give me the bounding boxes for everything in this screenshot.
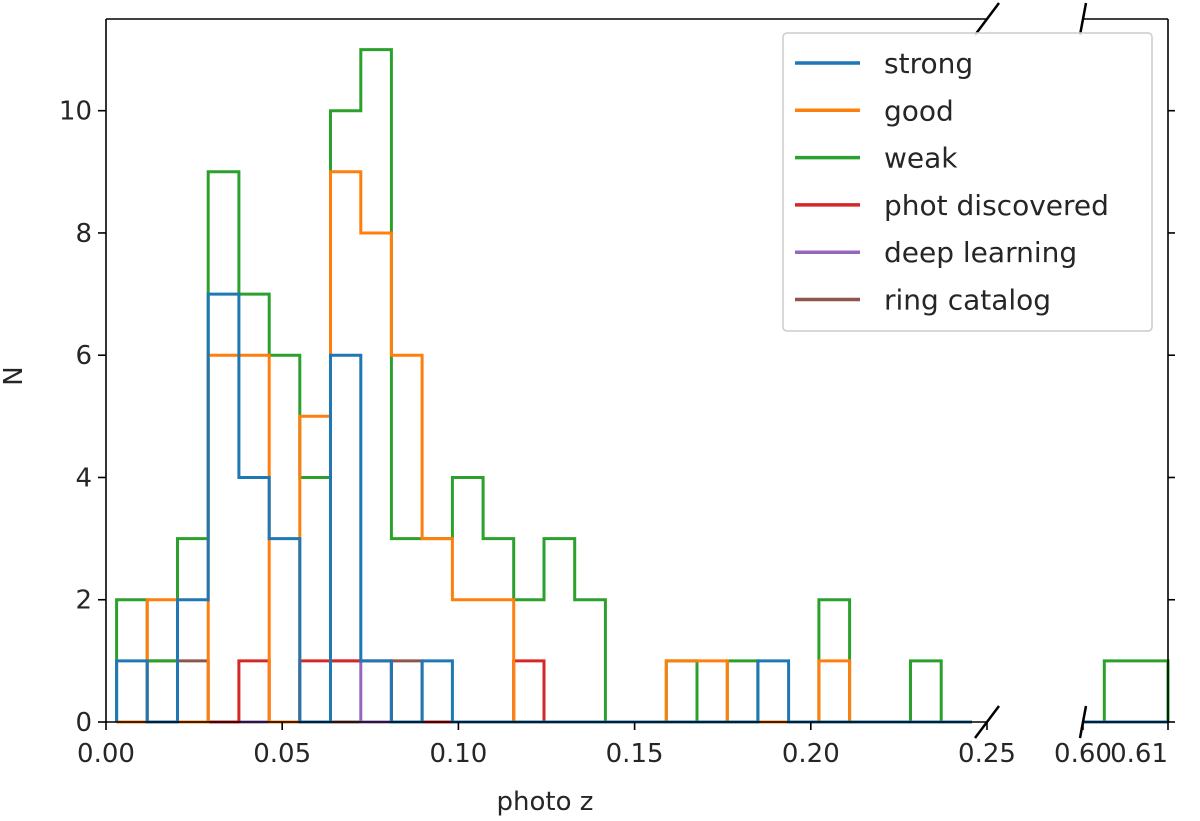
legend-label-phot-discovered: phot discovered xyxy=(884,189,1109,222)
x-tick-label: 0.05 xyxy=(253,739,311,769)
y-tick-label: 2 xyxy=(75,586,92,616)
x-tick-label: 0.25 xyxy=(958,739,1016,769)
y-tick-label: 6 xyxy=(75,341,92,371)
y-tick-label: 10 xyxy=(59,97,92,127)
x-tick-label: 0.60 xyxy=(1054,739,1112,769)
legend: strong good weak phot discovered deep learni… xyxy=(782,32,1153,332)
x-tick-label: 0.15 xyxy=(606,739,664,769)
ticks-layer: 0 2 4 6 8 10 0.00 0.05 0.10 0.15 0.20 0.25 0.600.61 xyxy=(59,97,1175,769)
legend-label-ring-catalog: ring catalog xyxy=(884,284,1051,317)
series-strong-left xyxy=(115,292,972,724)
y-tick-label: 8 xyxy=(75,219,92,249)
series-weak-right xyxy=(1083,659,1170,724)
x-tick-label: 0.61 xyxy=(1110,739,1168,769)
x-axis-label: photo z xyxy=(497,787,594,817)
y-axis-label: N xyxy=(0,366,29,385)
legend-label-strong: strong xyxy=(884,47,973,80)
break-mark-top-left xyxy=(974,2,1000,36)
axes-layer xyxy=(105,2,1169,739)
y-tick-label: 4 xyxy=(75,463,92,493)
x-tick-label: 0.00 xyxy=(77,739,135,769)
x-tick-label: 0.10 xyxy=(429,739,487,769)
legend-label-good: good xyxy=(884,94,954,127)
break-mark-top-right xyxy=(1078,2,1088,36)
series-phot-discovered-left xyxy=(116,659,972,724)
y-tick-label: 0 xyxy=(75,708,92,738)
legend-box xyxy=(782,32,1153,332)
legend-label-weak: weak xyxy=(884,142,958,175)
x-tick-label: 0.20 xyxy=(782,739,840,769)
legend-label-deep-learning: deep learning xyxy=(884,236,1077,269)
